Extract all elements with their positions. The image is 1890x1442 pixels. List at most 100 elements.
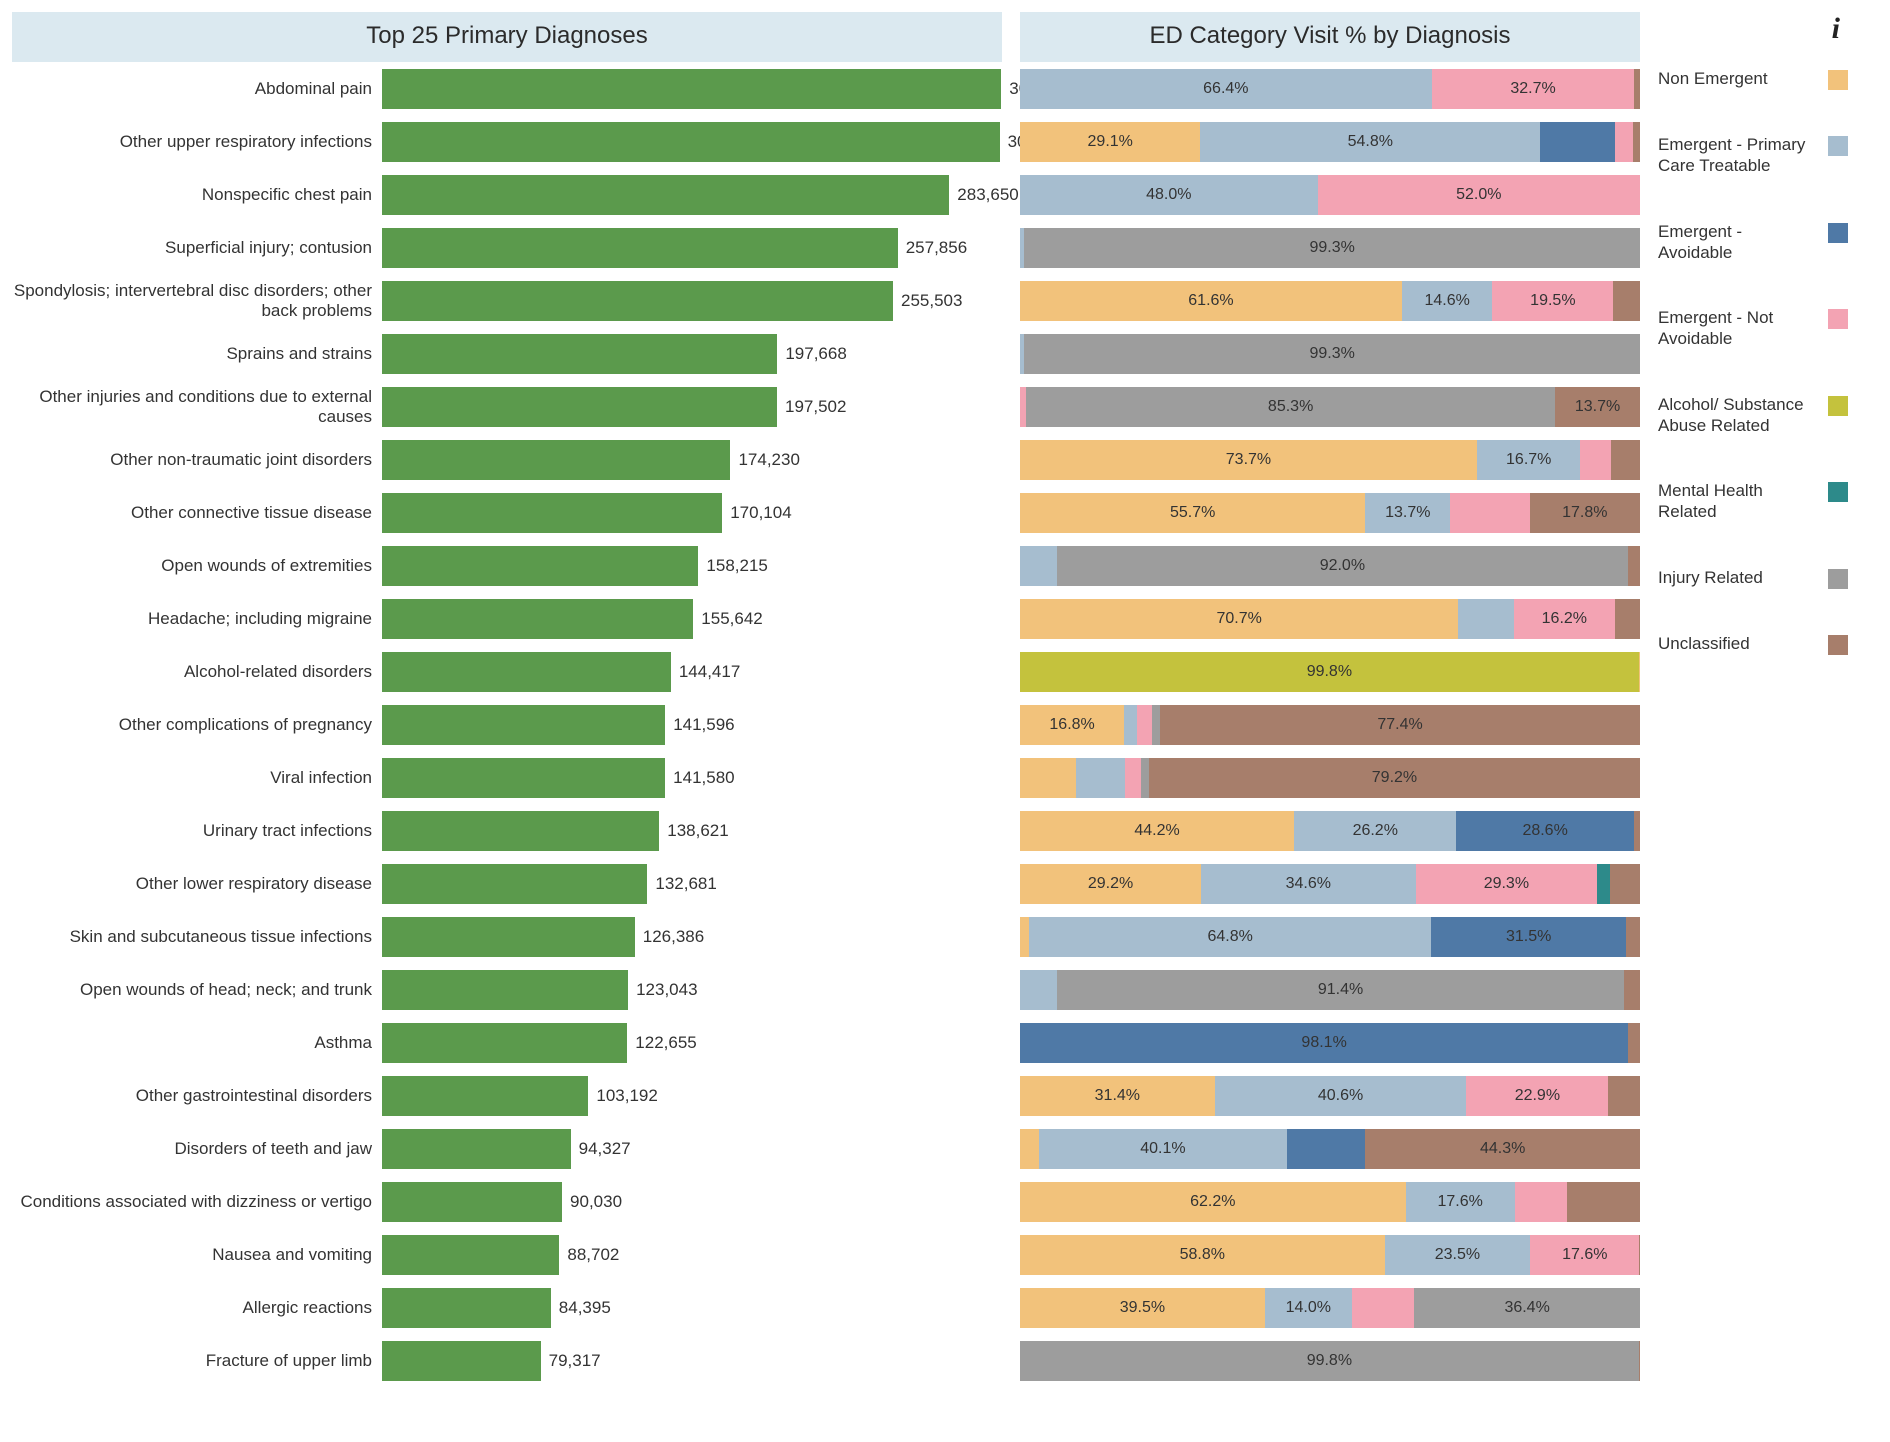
bar-value: 255,503 xyxy=(893,291,962,311)
stack-segment xyxy=(1515,1182,1568,1222)
diagnosis-row: Asthma 122,655 xyxy=(12,1016,1002,1069)
bar-fill xyxy=(382,705,665,745)
diagnosis-row: Open wounds of head; neck; and trunk123,… xyxy=(12,963,1002,1016)
legend-item: Injury Related xyxy=(1658,567,1848,589)
stack-segment: 85.3% xyxy=(1026,387,1555,427)
stack-segment: 40.1% xyxy=(1039,1129,1288,1169)
diagnosis-row: Other upper respiratory infections308,78… xyxy=(12,115,1002,168)
stack-segment: 14.0% xyxy=(1265,1288,1352,1328)
stack-segment: 29.3% xyxy=(1416,864,1598,904)
stack-segment xyxy=(1287,1129,1365,1169)
diagnosis-row: Nausea and vomiting88,702 xyxy=(12,1228,1002,1281)
stack-segment: 13.7% xyxy=(1365,493,1450,533)
diagnosis-row: Spondylosis; intervertebral disc disorde… xyxy=(12,274,1002,327)
bar-value: 170,104 xyxy=(722,503,791,523)
bar-value: 122,655 xyxy=(627,1033,696,1053)
category-row: 48.0%52.0% xyxy=(1020,168,1640,221)
diagnosis-label: Abdominal pain xyxy=(12,79,382,99)
diagnosis-row: Other non-traumatic joint disorders174,2… xyxy=(12,433,1002,486)
stack-segment: 99.3% xyxy=(1024,228,1640,268)
diagnosis-label: Viral infection xyxy=(12,768,382,788)
stack-segment xyxy=(1626,917,1640,957)
stack-track: 62.2%17.6% xyxy=(1020,1182,1640,1222)
stack-segment: 66.4% xyxy=(1020,69,1432,109)
legend-item: Alcohol/ Substance Abuse Related xyxy=(1658,394,1848,437)
legend-item: Emergent - Avoidable xyxy=(1658,221,1848,264)
category-row: 64.8%31.5% xyxy=(1020,910,1640,963)
bar-fill xyxy=(382,281,893,321)
legend-label: Emergent - Primary Care Treatable xyxy=(1658,134,1818,177)
bar-value: 155,642 xyxy=(693,609,762,629)
bar-track: 309,632 xyxy=(382,69,1002,109)
diagnosis-label: Open wounds of head; neck; and trunk xyxy=(12,980,382,1000)
bar-fill xyxy=(382,970,628,1010)
bar-value: 79,317 xyxy=(541,1351,601,1371)
stack-segment: 64.8% xyxy=(1029,917,1431,957)
legend-label: Injury Related xyxy=(1658,567,1818,588)
stack-track: 99.3% xyxy=(1020,334,1640,374)
stack-segment xyxy=(1020,758,1076,798)
category-row: 79.2% xyxy=(1020,751,1640,804)
stack-segment: 79.2% xyxy=(1149,758,1640,798)
bar-fill xyxy=(382,864,647,904)
bar-fill xyxy=(382,652,671,692)
diagnosis-row: Headache; including migraine 155,642 xyxy=(12,592,1002,645)
bar-track: 132,681 xyxy=(382,864,1002,904)
legend-swatch xyxy=(1828,569,1848,589)
legend-swatch xyxy=(1828,309,1848,329)
diagnosis-label: Other lower respiratory disease xyxy=(12,874,382,894)
stack-segment xyxy=(1639,652,1640,692)
category-row: 61.6%14.6%19.5% xyxy=(1020,274,1640,327)
diagnosis-label: Asthma xyxy=(12,1033,382,1053)
bar-fill xyxy=(382,917,635,957)
bar-value: 144,417 xyxy=(671,662,740,682)
stack-segment xyxy=(1634,811,1640,851)
stack-segment xyxy=(1124,705,1136,745)
bar-value: 283,650 xyxy=(949,185,1018,205)
stack-segment: 34.6% xyxy=(1201,864,1416,904)
stack-track: 58.8%23.5%17.6% xyxy=(1020,1235,1640,1275)
bar-track: 141,596 xyxy=(382,705,1002,745)
bar-track: 122,655 xyxy=(382,1023,1002,1063)
bar-fill xyxy=(382,758,665,798)
stack-segment xyxy=(1633,122,1640,162)
bar-track: 84,395 xyxy=(382,1288,1002,1328)
diagnosis-row: Open wounds of extremities158,215 xyxy=(12,539,1002,592)
bar-value: 158,215 xyxy=(698,556,767,576)
bar-fill xyxy=(382,546,698,586)
bar-fill xyxy=(382,175,949,215)
category-row: 85.3%13.7% xyxy=(1020,380,1640,433)
stack-track: 29.1%54.8% xyxy=(1020,122,1640,162)
stack-segment: 54.8% xyxy=(1200,122,1540,162)
stack-track: 66.4%32.7% xyxy=(1020,69,1640,109)
bar-track: 197,668 xyxy=(382,334,1002,374)
stack-segment: 98.1% xyxy=(1020,1023,1628,1063)
dashboard: Top 25 Primary Diagnoses Abdominal pain3… xyxy=(12,12,1878,1387)
stack-segment: 52.0% xyxy=(1318,175,1640,215)
bar-fill xyxy=(382,228,898,268)
stack-segment: 40.6% xyxy=(1215,1076,1467,1116)
stack-segment xyxy=(1567,1182,1640,1222)
category-row: 29.2%34.6%29.3% xyxy=(1020,857,1640,910)
stack-segment xyxy=(1628,1023,1640,1063)
stack-segment xyxy=(1610,864,1640,904)
stack-segment: 22.9% xyxy=(1466,1076,1608,1116)
stack-segment: 99.8% xyxy=(1020,1341,1639,1381)
diagnosis-row: Alcohol-related disorders144,417 xyxy=(12,645,1002,698)
stack-segment: 77.4% xyxy=(1160,705,1640,745)
stack-segment: 91.4% xyxy=(1057,970,1624,1010)
stack-segment: 29.1% xyxy=(1020,122,1200,162)
stack-segment xyxy=(1450,493,1529,533)
legend-panel: i Non EmergentEmergent - Primary Care Tr… xyxy=(1658,12,1848,655)
stack-segment: 16.7% xyxy=(1477,440,1581,480)
bar-fill xyxy=(382,811,659,851)
diagnosis-label: Headache; including migraine xyxy=(12,609,382,629)
info-icon[interactable]: i xyxy=(1658,12,1848,62)
bar-track: 283,650 xyxy=(382,175,1002,215)
stack-segment: 31.4% xyxy=(1020,1076,1215,1116)
stack-segment: 17.8% xyxy=(1530,493,1640,533)
category-row: 29.1%54.8% xyxy=(1020,115,1640,168)
diagnosis-label: Spondylosis; intervertebral disc disorde… xyxy=(12,281,382,320)
bar-track: 174,230 xyxy=(382,440,1002,480)
bar-fill xyxy=(382,1129,571,1169)
